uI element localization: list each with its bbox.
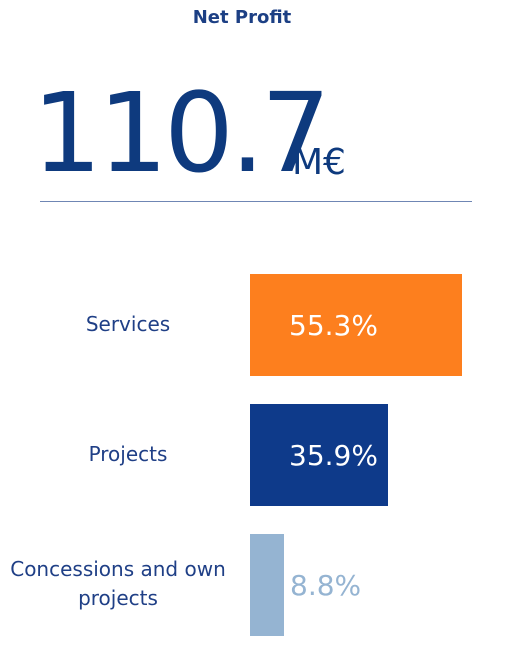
category-label-services: Services bbox=[85, 312, 171, 336]
bar-projects bbox=[250, 404, 388, 506]
net-profit-value: 110.7 bbox=[32, 69, 331, 197]
category-label-projects: Projects bbox=[88, 442, 168, 466]
bar-concessions bbox=[250, 534, 284, 636]
value-label-concessions: 8.8% bbox=[290, 569, 362, 602]
category-label-concessions: Concessions and own projects bbox=[10, 557, 226, 610]
bar-services bbox=[250, 274, 462, 376]
value-label-projects: 35.9% bbox=[289, 439, 378, 472]
net-profit-unit: M€ bbox=[292, 142, 346, 183]
value-label-services: 55.3% bbox=[289, 309, 378, 342]
chart-title: Net Profit bbox=[192, 7, 292, 28]
divider-line bbox=[40, 201, 472, 202]
